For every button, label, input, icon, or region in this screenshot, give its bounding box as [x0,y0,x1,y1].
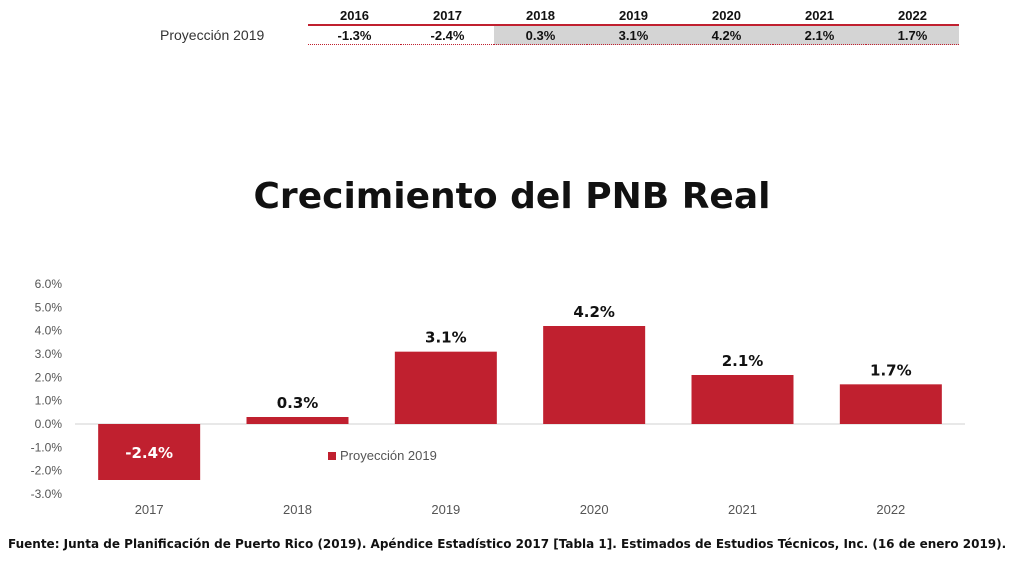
y-tick-label: -2.0% [31,464,63,478]
table-value-cell: 1.7% [866,25,959,45]
projection-table: 2016 2017 2018 2019 2020 2021 2022 Proyección … [160,6,959,45]
bar [543,326,646,424]
y-tick-label: 5.0% [35,300,63,314]
x-tick-label: 2021 [728,502,757,517]
bar [246,417,349,424]
table-row-label: Proyección 2019 [160,26,265,43]
source-note: Fuente: Junta de Planificación de Puerto… [8,537,1007,551]
table-year-header: 2022 [866,6,959,26]
bar [839,384,942,424]
data-label: 4.2% [573,303,615,321]
table-corner [160,6,308,25]
data-label: 0.3% [277,394,319,412]
data-label: 2.1% [722,352,764,370]
y-tick-label: 6.0% [35,277,63,291]
table-value-cell: -2.4% [401,25,494,45]
legend-swatch [328,452,336,460]
y-tick-label: 3.0% [35,347,63,361]
x-tick-label: 2022 [876,502,905,517]
bar [394,351,497,424]
table-value-cell: 3.1% [587,25,680,45]
table-year-header: 2019 [587,6,680,26]
table-year-header: 2018 [494,6,587,26]
data-label: 1.7% [870,361,912,379]
x-tick-label: 2020 [580,502,609,517]
table-value-cell: 0.3% [494,25,587,45]
table-year-header: 2021 [773,6,866,26]
y-tick-label: 0.0% [35,417,63,431]
x-tick-label: 2019 [431,502,460,517]
bar-chart: 6.0% 5.0% 4.0% 3.0% 2.0% 1.0% 0.0% -1.0% -2.0% -3… [31,277,965,517]
data-label: 3.1% [425,329,467,347]
y-tick-label: 1.0% [35,394,63,408]
table-value-cell: 2.1% [773,25,866,45]
table-year-header: 2016 [308,6,401,26]
y-tick-label: -1.0% [31,440,63,454]
table-year-header: 2017 [401,6,494,26]
y-tick-label: 2.0% [35,370,63,384]
chart-title: Crecimiento del PNB Real [253,176,771,217]
x-tick-label: 2018 [283,502,312,517]
table-year-header: 2020 [680,6,773,26]
table-value-cell: -1.3% [308,25,401,45]
y-tick-label: 4.0% [35,324,63,338]
table-value-cell: 4.2% [680,25,773,45]
data-label: -2.4% [125,444,173,462]
legend-label: Proyección 2019 [340,448,437,463]
x-tick-label: 2017 [135,502,164,517]
bar [691,375,794,424]
y-tick-label: -3.0% [31,487,63,501]
bar [98,424,201,480]
